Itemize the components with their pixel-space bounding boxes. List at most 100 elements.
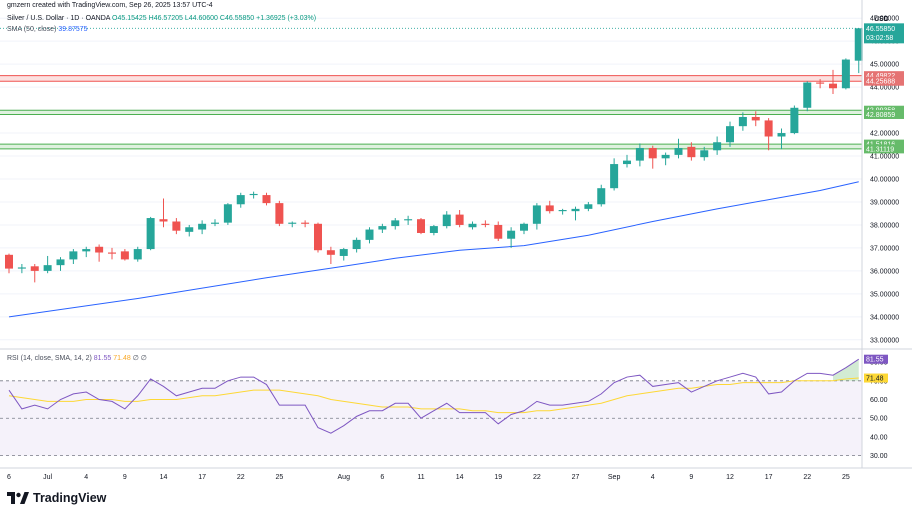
time-tick-label: 17 [765,474,773,481]
candle-body [82,249,91,252]
candle-body [726,126,734,143]
support-price-label-bg [864,139,904,149]
support-zone [0,144,862,149]
time-tick-label: Sep [608,474,621,481]
time-tick-label: 25 [842,474,850,481]
price-tick-label: 40.00000 [870,177,899,184]
time-tick-label: 14 [160,474,168,481]
time-tick-label: 22 [803,474,811,481]
candle-body [816,82,825,84]
time-tick-label: 9 [123,474,127,481]
time-tick-label: 12 [726,474,734,481]
candle-body [108,252,116,254]
candle-body [635,147,644,161]
candle-body [494,224,503,239]
tradingview-logo-text: TradingView [33,491,107,505]
time-tick-label: 4 [651,474,655,481]
time-tick-label: Jul [43,474,52,481]
price-labels: 44.4982244.2568842.9935842.8085941.51816… [864,23,904,383]
candle-body [17,267,26,269]
rsi-tick-label: 40.00 [870,434,888,441]
price-tick-label: 41.00000 [870,154,899,161]
resistance-price-label-bg [864,76,904,86]
price-tick-label: 45.00000 [870,62,899,69]
rsi-legend-extra: ∅ ∅ [132,355,147,362]
candle-body [146,218,155,250]
rsi-sma-legend-value: 71.48 [113,355,131,362]
support-price-label-bg [864,144,904,154]
candle-body [545,205,554,212]
ohlc-high: H46.57205 [148,15,183,22]
rsi-sma-line [8,377,859,414]
last-price-label: 46.55850 [866,26,895,33]
candle-body [5,254,13,269]
rsi-sma-value-label: 71.48 [866,376,884,383]
price-tick-label: 38.00000 [870,222,899,229]
sma-legend-value: 39.87575 [58,26,88,33]
rsi-legend-label[interactable]: RSI (14, close, SMA, 14, 2) [7,355,92,362]
sma-legend-label[interactable]: SMA (50, close) [7,26,57,33]
candle-body [700,150,709,158]
time-tick-label: 17 [198,474,206,481]
price-tick-label: 35.00000 [870,291,899,298]
candle-body [571,208,580,212]
candle-body [687,146,696,158]
rsi-tick-label: 60.00 [870,397,888,404]
candle-body [56,259,65,266]
candle-body [648,147,657,159]
time-tick-label: 22 [237,474,245,481]
candle-body [43,265,52,271]
rsi-sma-value-label-bg [864,373,888,383]
candle-body [314,223,322,251]
sma-50-line [8,181,859,318]
candle-body [275,203,284,224]
candle-body [738,116,747,127]
candle-body [391,220,400,227]
candle-body [610,164,619,189]
rsi-background-band [0,380,862,456]
candle-body [301,222,310,224]
candles [5,28,863,283]
resistance-price-label: 44.25688 [866,79,895,86]
tradingview-logo[interactable]: TradingView [7,491,106,505]
candle-body [674,147,683,155]
candle-body [223,204,232,223]
symbol-name[interactable]: Silver / U.S. Dollar · 1D · OANDA [7,15,111,22]
candle-body [777,133,786,137]
candle-body [829,83,837,89]
rsi-legend-value: 81.55 [93,355,112,362]
ohlc-change: +1.36925 (+3.03%) [256,15,317,22]
ohlc-open: O45.15425 [112,15,147,22]
candle-body [262,195,271,204]
sma-line [8,181,859,318]
time-tick-label: 19 [494,474,502,481]
candle-body [532,205,541,224]
candle-body [507,230,516,239]
candle-body [339,249,348,256]
candle-body [352,239,361,250]
candle-body [713,142,722,151]
support-price-label: 42.80859 [866,112,895,119]
legend-row: Silver / U.S. Dollar · 1D · OANDA O45.15… [7,15,316,22]
candle-body [198,223,207,230]
rsi-legend: RSI (14, close, SMA, 14, 2) 81.55 71.48 … [7,354,147,362]
price-grid [0,17,862,341]
candle-body [288,222,297,224]
candle-body [803,82,812,108]
candle-body [584,204,593,209]
candle-body [841,59,850,89]
candle-body [520,223,528,231]
candle-body [69,251,78,260]
time-tick-label: 6 [7,474,11,481]
candle-body [854,28,863,61]
candle-body [751,116,760,121]
candle-body [95,246,104,253]
candle-body [30,266,39,271]
time-tick-label: 11 [417,474,424,481]
rsi-tick-label: 50.00 [870,416,888,423]
time-tick-label: 22 [533,474,541,481]
candle-body [481,223,490,225]
resistance-price-label: 44.49822 [866,73,895,80]
time-tick-label: 14 [456,474,464,481]
